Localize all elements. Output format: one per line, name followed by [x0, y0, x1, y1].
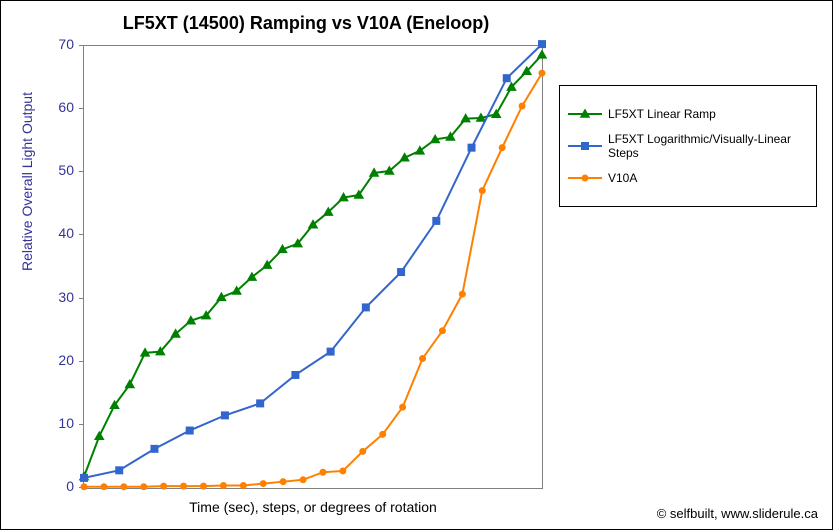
circle-marker [220, 482, 226, 488]
y-tick-label: 30 [34, 289, 74, 305]
circle-marker [582, 175, 588, 181]
circle-marker [300, 477, 306, 483]
attribution: © selfbuilt, www.sliderule.ca [657, 506, 818, 521]
square-marker [221, 412, 228, 419]
circle-marker [121, 484, 127, 490]
legend-swatch [568, 138, 602, 154]
circle-marker [519, 103, 525, 109]
chart-title: LF5XT (14500) Ramping vs V10A (Eneloop) [1, 13, 611, 34]
circle-marker [479, 188, 485, 194]
series-line-lf5xt_log [84, 44, 542, 478]
square-marker [468, 144, 475, 151]
circle-marker [380, 431, 386, 437]
circle-marker [459, 291, 465, 297]
legend-label: V10A [608, 171, 637, 185]
y-tick-label: 60 [34, 99, 74, 115]
legend-item: LF5XT Linear Ramp [568, 106, 808, 122]
circle-marker [280, 479, 286, 485]
circle-marker [420, 356, 426, 362]
circle-marker [260, 481, 266, 487]
circle-marker [141, 484, 147, 490]
x-axis-label: Time (sec), steps, or degrees of rotatio… [83, 499, 543, 515]
circle-marker [240, 482, 246, 488]
legend-label: LF5XT Linear Ramp [608, 107, 716, 121]
series-line-v10a [84, 73, 542, 487]
legend-swatch [568, 106, 602, 122]
square-marker [151, 445, 158, 452]
y-axis-label: Relative Overall Light Output [19, 92, 35, 271]
circle-marker [499, 145, 505, 151]
square-marker [433, 217, 440, 224]
circle-marker [81, 484, 87, 490]
circle-marker [439, 328, 445, 334]
y-tick-label: 0 [34, 478, 74, 494]
triangle-marker [95, 432, 104, 440]
circle-marker [101, 484, 107, 490]
triangle-marker [538, 50, 547, 58]
series-line-lf5xt_linear [84, 55, 542, 477]
square-marker [582, 143, 589, 150]
circle-marker [181, 483, 187, 489]
series-svg [84, 46, 542, 488]
chart-container: LF5XT (14500) Ramping vs V10A (Eneloop) … [0, 0, 833, 530]
circle-marker [539, 70, 545, 76]
circle-marker [400, 404, 406, 410]
triangle-marker [492, 110, 501, 118]
legend-label: LF5XT Logarithmic/Visually-Linear Steps [608, 132, 808, 160]
y-tick-label: 70 [34, 36, 74, 52]
square-marker [257, 400, 264, 407]
square-marker [398, 269, 405, 276]
square-marker [292, 371, 299, 378]
circle-marker [161, 483, 167, 489]
y-tick-label: 10 [34, 415, 74, 431]
square-marker [116, 467, 123, 474]
legend-item: LF5XT Logarithmic/Visually-Linear Steps [568, 132, 808, 160]
y-tick-label: 40 [34, 225, 74, 241]
legend-swatch [568, 170, 602, 186]
circle-marker [340, 468, 346, 474]
y-tick-label: 20 [34, 352, 74, 368]
legend-item: V10A [568, 170, 808, 186]
circle-marker [320, 469, 326, 475]
square-marker [362, 304, 369, 311]
square-marker [186, 427, 193, 434]
circle-marker [200, 483, 206, 489]
square-marker [503, 75, 510, 82]
circle-marker [360, 448, 366, 454]
square-marker [81, 474, 88, 481]
y-tick-label: 50 [34, 162, 74, 178]
legend: LF5XT Linear Ramp LF5XT Logarithmic/Visua… [559, 85, 817, 207]
plot-area [83, 45, 543, 489]
triangle-marker [125, 380, 134, 388]
square-marker [539, 41, 546, 48]
square-marker [327, 348, 334, 355]
